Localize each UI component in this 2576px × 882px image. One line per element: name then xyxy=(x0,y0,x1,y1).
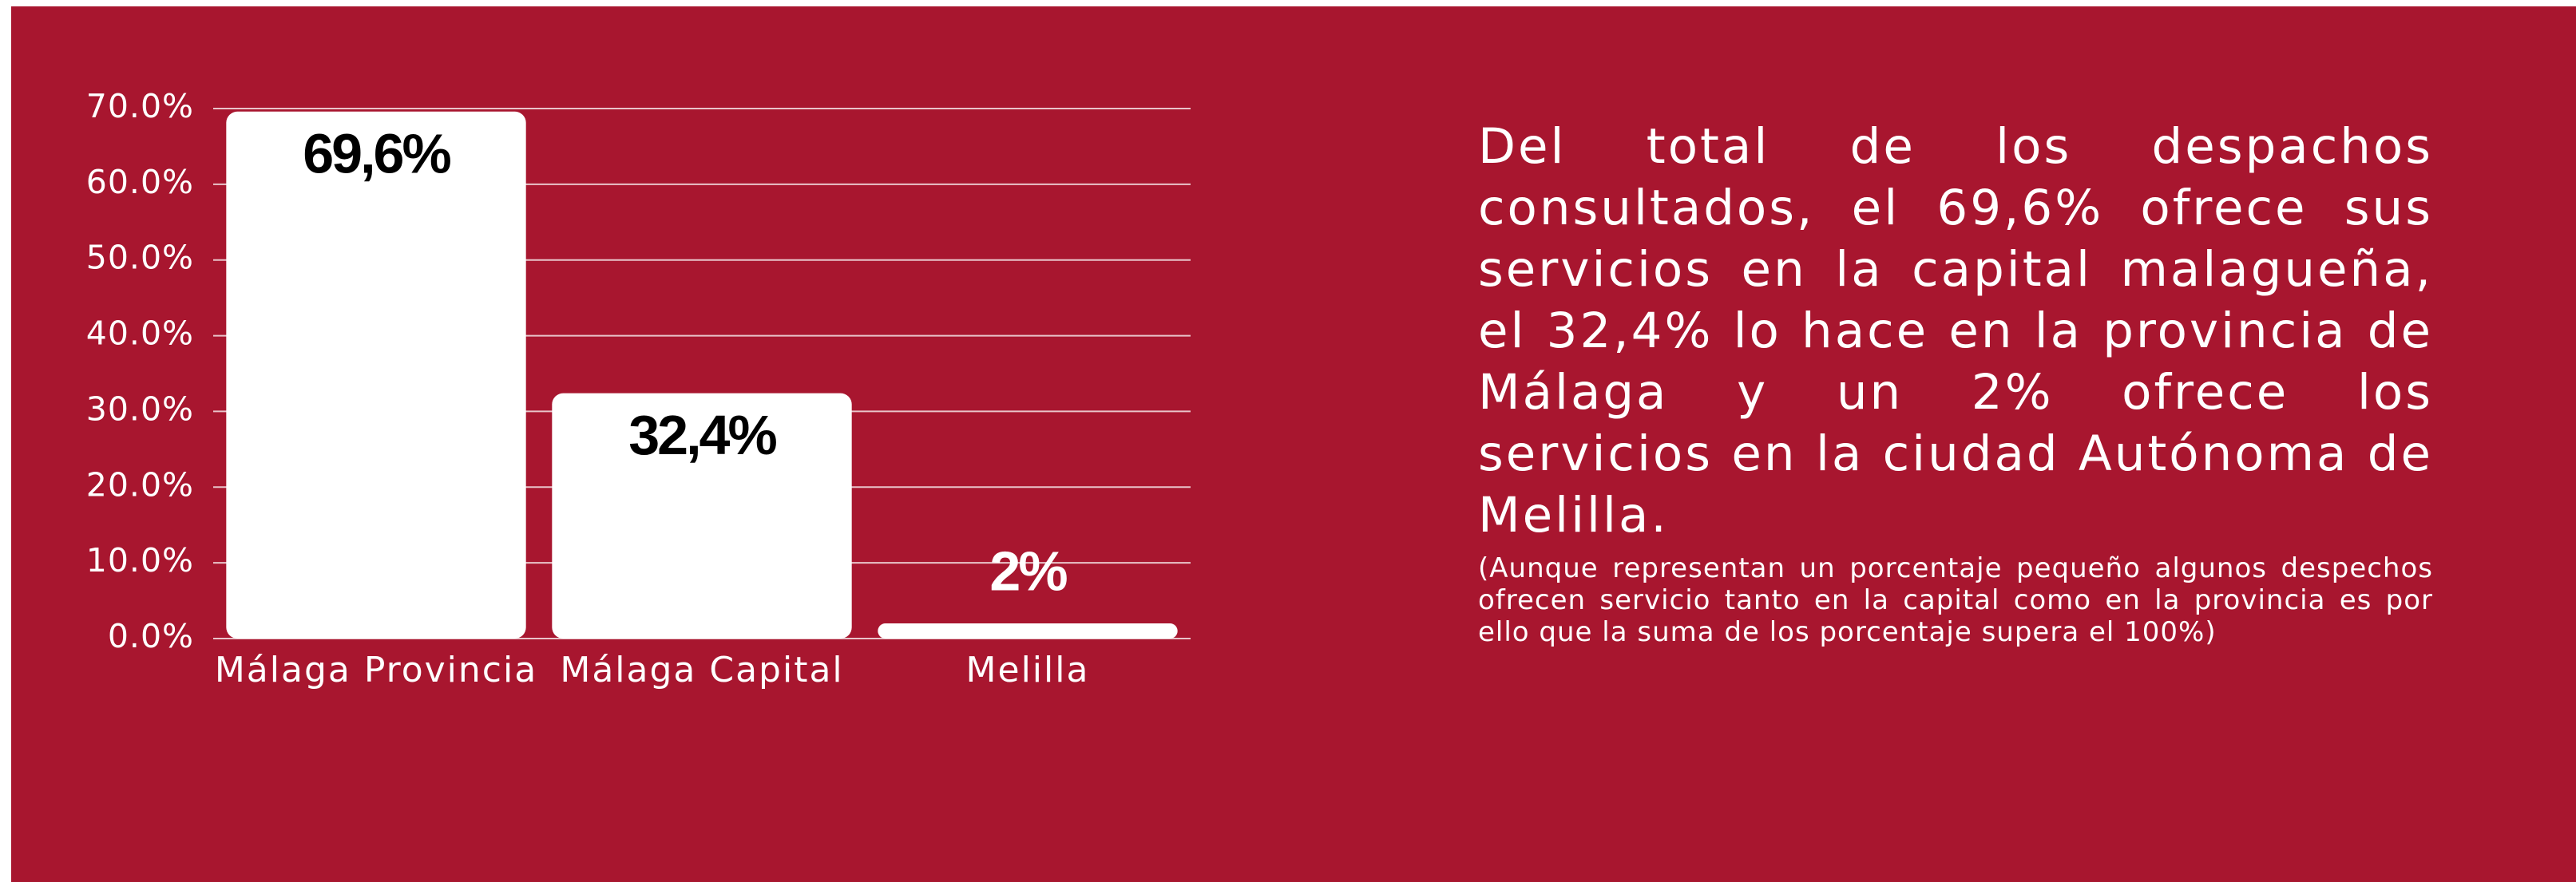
bar xyxy=(552,393,852,639)
bar xyxy=(226,111,526,639)
y-tick-label: 30.0% xyxy=(86,390,194,428)
main-text: Del total de los despachos consultados, … xyxy=(1478,118,2433,544)
y-tick-label: 10.0% xyxy=(86,541,194,579)
note-text: (Aunque representan un porcentaje pequeñ… xyxy=(1478,552,2433,648)
x-tick-label: Málaga Capital xyxy=(560,650,843,690)
value-label: 69,6% xyxy=(303,122,450,184)
x-tick-label: Melilla xyxy=(966,650,1090,690)
y-tick-label: 50.0% xyxy=(86,239,194,277)
x-tick-label: Málaga Provincia xyxy=(215,650,537,690)
y-tick-label: 60.0% xyxy=(86,163,194,201)
value-label: 2% xyxy=(989,540,1067,603)
value-label: 32,4% xyxy=(628,404,776,466)
y-tick-label: 40.0% xyxy=(86,314,194,353)
y-tick-label: 70.0% xyxy=(86,87,194,125)
y-tick-label: 0.0% xyxy=(108,617,194,655)
y-tick-label: 20.0% xyxy=(86,465,194,504)
bar xyxy=(878,623,1178,639)
